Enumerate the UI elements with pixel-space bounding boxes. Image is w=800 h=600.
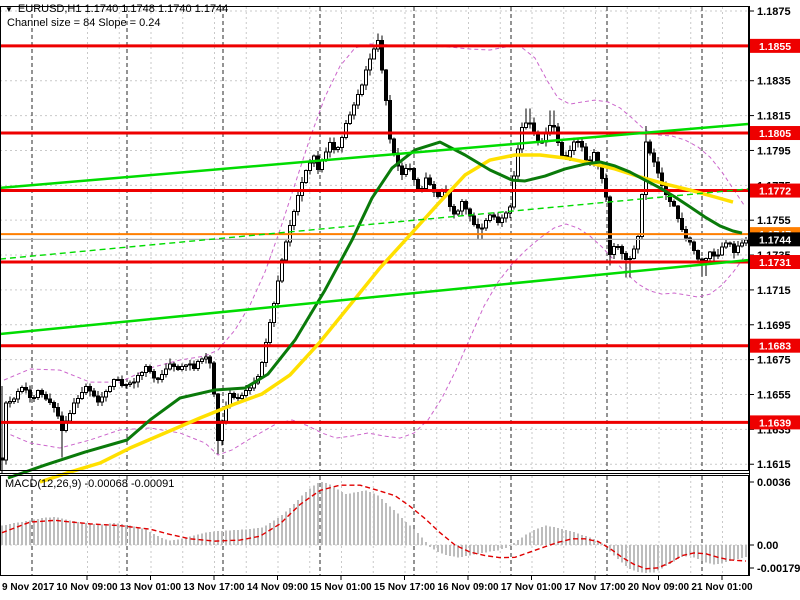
svg-text:1.1744: 1.1744 [759, 234, 791, 246]
grid-vertical [87, 7, 723, 575]
price-tick-label: 1.1675 [757, 355, 791, 367]
time-axis: 9 Nov 201710 Nov 09:0013 Nov 01:0013 Nov… [2, 576, 753, 593]
price-tick-label: 1.1655 [757, 390, 791, 402]
level-badge [750, 183, 800, 198]
level-badge [750, 38, 800, 53]
macd-signal-line [1, 484, 747, 570]
price-tick-label: 1.1755 [757, 215, 791, 227]
macd-tick-label: 0.0036 [757, 477, 791, 489]
time-axis-label: 17 Nov 17:00 [564, 582, 626, 593]
time-axis-label: 17 Nov 01:00 [501, 582, 563, 593]
svg-text:1.1805: 1.1805 [759, 128, 791, 140]
macd-pane [1, 482, 747, 574]
macd-tick-label: 0.00 [757, 540, 778, 552]
time-axis-scale[interactable] [0, 577, 800, 600]
svg-text:1.1639: 1.1639 [759, 417, 791, 429]
time-axis-label: 20 Nov 09:00 [628, 582, 690, 593]
channel-info-text: Channel size = 84 Slope = 0.24 [7, 17, 161, 29]
price-tick-label: 1.1875 [757, 6, 791, 18]
svg-text:1.1772: 1.1772 [759, 186, 791, 198]
level-badge [750, 338, 800, 353]
candlesticks [0, 33, 748, 473]
symbol-ohlc-text: EURUSD,H1 1.1740 1.1748 1.1740 1.1744 [17, 3, 229, 15]
grid-horizontal [0, 10, 749, 546]
price-badges: 1.18551.18051.17721.17471.17441.17311.16… [750, 38, 800, 430]
price-tick-label: 1.1815 [757, 111, 791, 123]
svg-text:1.1683: 1.1683 [759, 341, 791, 353]
price-levels [0, 44, 749, 424]
level-badge [750, 126, 800, 141]
svg-text:1.1731: 1.1731 [759, 257, 791, 269]
time-axis-label: 16 Nov 09:00 [437, 582, 499, 593]
time-axis-label: 15 Nov 01:00 [310, 582, 372, 593]
price-axis-scale[interactable] [750, 0, 800, 576]
price-tick-label: 1.1715 [757, 285, 791, 297]
price-tick-label: 1.1615 [757, 459, 791, 471]
time-axis-label: 15 Nov 17:00 [374, 582, 436, 593]
time-axis-label: 10 Nov 09:00 [56, 582, 118, 593]
macd-tick-label: -0.00179 [757, 563, 800, 575]
pane-divider-included [0, 6, 749, 576]
time-axis-label: 13 Nov 01:00 [120, 582, 182, 593]
dropdown-arrow-icon[interactable]: ▼ [5, 4, 13, 14]
price-tick-label: 1.1695 [757, 320, 791, 332]
price-tick-label: 1.1795 [757, 145, 791, 157]
time-axis-label: 13 Nov 17:00 [183, 582, 245, 593]
time-axis-label: 14 Nov 09:00 [247, 582, 309, 593]
level-badge [750, 255, 800, 270]
chart-title: ▼ EURUSD,H1 1.1740 1.1748 1.1740 1.1744 [5, 3, 228, 16]
time-axis-label: 21 Nov 01:00 [691, 582, 753, 593]
ma-fast-green [7, 140, 743, 480]
channel-lines [0, 122, 749, 336]
current-price-badge [750, 232, 800, 247]
time-axis-label: 9 Nov 2017 [2, 582, 55, 593]
level-badge [750, 415, 800, 430]
macd-indicator-label: MACD(12,26,9) -0.00068 -0.00091 [5, 478, 175, 490]
price-tick-label: 1.1835 [757, 76, 791, 88]
macd-axis: 0.0036 0.00 -0.00179 [749, 477, 800, 575]
svg-text:1.1855: 1.1855 [759, 41, 791, 53]
ma-slow-yellow [39, 153, 734, 484]
